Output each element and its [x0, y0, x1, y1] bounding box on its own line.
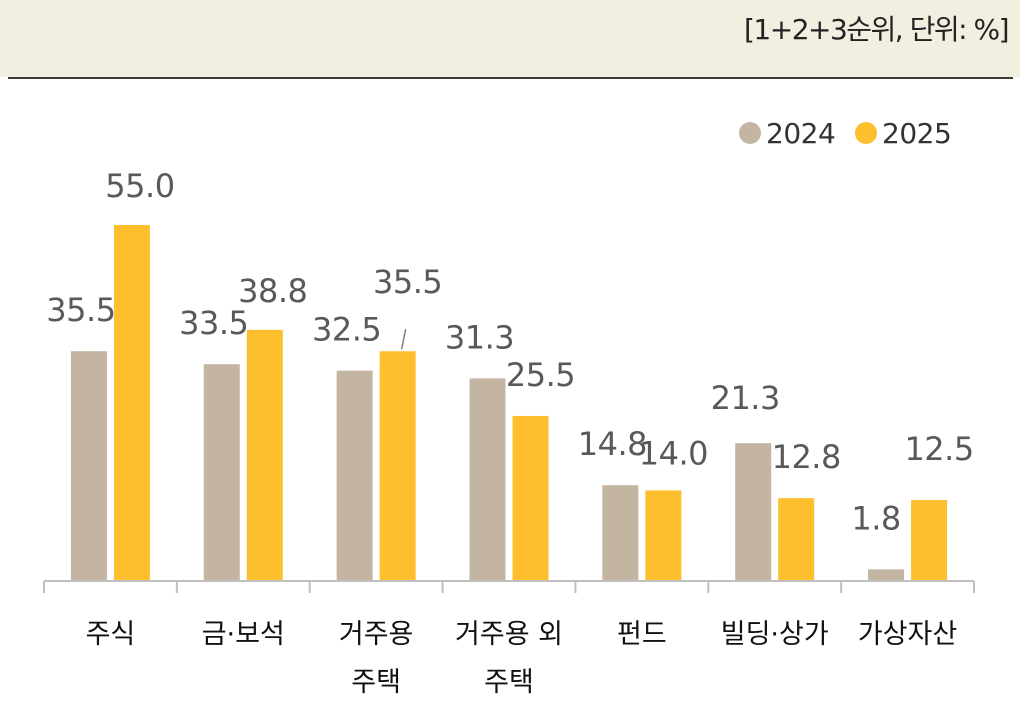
unit-note: [1+2+3순위, 단위: %] [744, 13, 1010, 46]
value-label-2025-1: 38.8 [238, 272, 307, 310]
bar-2025-1 [246, 329, 283, 581]
value-label-2025-4: 14.0 [639, 434, 708, 472]
value-label-2024-3: 31.3 [445, 318, 514, 356]
bar-2025-4 [645, 490, 682, 581]
bar-2024-0 [70, 351, 107, 581]
value-labels: 35.555.033.538.832.535.531.325.514.814.0… [46, 167, 974, 537]
leader-line [400, 329, 407, 350]
value-label-2024-1: 33.5 [179, 304, 248, 342]
value-label-2024-0: 35.5 [46, 291, 115, 329]
value-label-2024-2: 32.5 [312, 311, 381, 349]
bar-2025-2 [379, 351, 416, 581]
category-label-3: 주택 [484, 667, 534, 698]
category-label-2: 주택 [351, 667, 401, 698]
category-label-4: 펀드 [617, 619, 667, 650]
leader-lines [400, 329, 407, 350]
bar-2025-3 [512, 415, 549, 581]
value-label-2025-2: 35.5 [373, 263, 442, 301]
legend-marker-2024 [739, 122, 761, 144]
category-label-1: 금·보석 [202, 619, 285, 650]
category-label-5: 빌딩·상가 [721, 619, 829, 650]
value-label-2025-6: 12.5 [904, 430, 973, 468]
value-label-2025-3: 25.5 [506, 356, 575, 394]
legend-marker-2025 [855, 122, 877, 144]
category-label-3: 거주용 외 [455, 619, 563, 650]
bar-2024-3 [469, 378, 506, 581]
value-label-2025-0: 55.0 [105, 167, 174, 205]
legend-label-2024: 2024 [766, 117, 835, 150]
value-label-2024-4: 14.8 [578, 425, 647, 463]
bar-2025-0 [113, 225, 150, 581]
x-axis [43, 580, 975, 593]
value-label-2024-6: 1.8 [851, 499, 900, 537]
bar-2024-1 [203, 364, 240, 581]
header-rule [8, 77, 1013, 79]
category-label-0: 주식 [86, 619, 136, 650]
value-label-2024-5: 21.3 [711, 379, 780, 417]
bar-2025-6 [911, 500, 948, 581]
bar-2024-4 [602, 485, 639, 581]
bar-2025-5 [778, 498, 815, 581]
bar-2024-6 [868, 569, 905, 581]
bar-2024-2 [336, 370, 373, 581]
bars [70, 225, 948, 581]
category-label-2: 거주용 [339, 619, 414, 650]
bar-2024-5 [735, 443, 772, 581]
value-label-2025-5: 12.8 [772, 438, 841, 476]
category-label-6: 가상자산 [858, 619, 957, 650]
legend-label-2025: 2025 [882, 117, 951, 150]
legend: 2024 2025 [739, 117, 952, 150]
header-band [0, 0, 1020, 77]
